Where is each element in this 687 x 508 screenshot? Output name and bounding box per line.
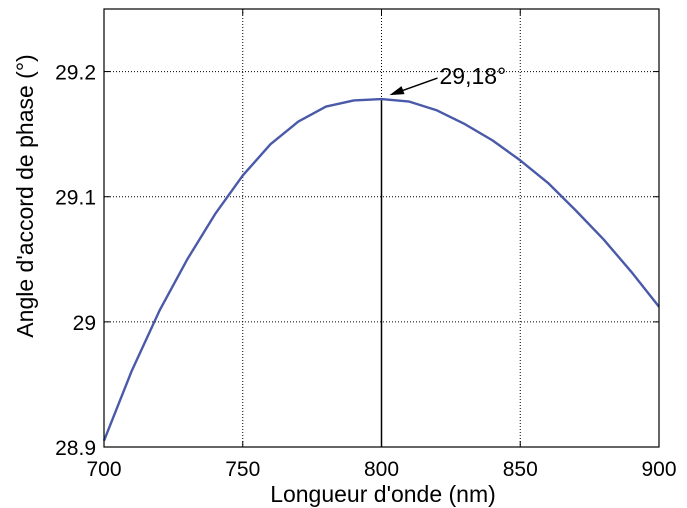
y-tick-label: 28.9	[55, 437, 96, 460]
annotation-label: 29,18°	[440, 63, 507, 89]
x-tick-label: 800	[364, 458, 399, 481]
y-axis-label: Angle d'accord de phase (°)	[12, 54, 38, 337]
x-tick-labels: 700 750 800 850 900	[86, 458, 676, 481]
y-tick-label: 29.2	[55, 62, 96, 85]
x-tick-label: 700	[86, 458, 121, 481]
x-tick-label: 900	[641, 458, 676, 481]
annotation-group: 29,18°	[389, 63, 507, 96]
x-tick-label: 850	[503, 458, 538, 481]
y-tick-label: 29	[73, 312, 96, 335]
x-axis-label: Longueur d'onde (nm)	[270, 481, 496, 507]
x-tick-label: 750	[225, 458, 260, 481]
y-tick-label: 29.1	[55, 187, 96, 210]
series-line	[102, 97, 660, 442]
series-group	[102, 97, 660, 442]
y-tick-labels: 28.9 29 29.1 29.2	[55, 62, 96, 460]
annotation-arrow-head	[389, 86, 405, 96]
axis-ticks	[103, 9, 660, 448]
